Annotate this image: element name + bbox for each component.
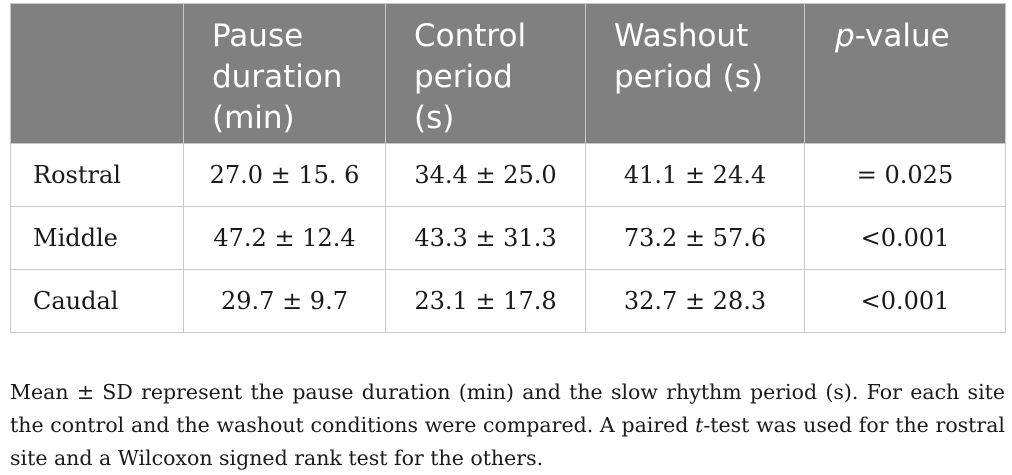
header-site: [10, 3, 184, 144]
table-header: Pause duration (min) Control period (s) …: [10, 3, 1006, 144]
cell-p-value: = 0.025: [804, 143, 1006, 207]
header-pause-line-1: Pause: [212, 18, 304, 54]
header-control-period: Control period (s): [385, 3, 586, 144]
cell-washout: 32.7 ± 28.3: [585, 269, 805, 333]
cell-washout: 41.1 ± 24.4: [585, 143, 805, 207]
header-control-line-1: Control: [414, 18, 527, 54]
cell-control: 43.3 ± 31.3: [385, 206, 586, 270]
header-control-line-2: period: [414, 59, 513, 95]
table-caption: Mean ± SD represent the pause duration (…: [10, 376, 1005, 475]
cell-p-value: <0.001: [804, 206, 1006, 270]
cell-site: Middle: [10, 206, 184, 270]
header-row: Pause duration (min) Control period (s) …: [10, 3, 1006, 144]
cell-control: 34.4 ± 25.0: [385, 143, 586, 207]
caption-part-2: -test was used for the rostral site and …: [10, 412, 1005, 470]
header-p-rest: -value: [854, 18, 950, 54]
caption-part-1: Mean ± SD represent the pause duration (…: [10, 379, 1005, 437]
caption-t-italic: t: [695, 412, 704, 437]
cell-washout: 73.2 ± 57.6: [585, 206, 805, 270]
header-pause-line-2: duration: [212, 59, 343, 95]
header-p-value: p-value: [804, 3, 1006, 144]
table-row-caudal: Caudal 29.7 ± 9.7 23.1 ± 17.8 32.7 ± 28.…: [10, 269, 1006, 333]
results-table: Pause duration (min) Control period (s) …: [10, 3, 1006, 333]
table-row-middle: Middle 47.2 ± 12.4 43.3 ± 31.3 73.2 ± 57…: [10, 206, 1006, 270]
cell-pause: 29.7 ± 9.7: [183, 269, 386, 333]
cell-pause: 27.0 ± 15. 6: [183, 143, 386, 207]
header-pause-duration: Pause duration (min): [183, 3, 386, 144]
table-body: Rostral 27.0 ± 15. 6 34.4 ± 25.0 41.1 ± …: [10, 143, 1006, 333]
header-washout-line-2: period (s): [614, 59, 763, 95]
header-washout-period: Washout period (s): [585, 3, 805, 144]
header-p-italic: p: [835, 18, 855, 54]
header-control-line-3: (s): [414, 100, 455, 136]
cell-p-value: <0.001: [804, 269, 1006, 333]
cell-pause: 47.2 ± 12.4: [183, 206, 386, 270]
cell-control: 23.1 ± 17.8: [385, 269, 586, 333]
header-pause-line-3: (min): [212, 100, 295, 136]
results-table-container: Pause duration (min) Control period (s) …: [10, 3, 1006, 333]
table-row-rostral: Rostral 27.0 ± 15. 6 34.4 ± 25.0 41.1 ± …: [10, 143, 1006, 207]
cell-site: Rostral: [10, 143, 184, 207]
header-washout-line-1: Washout: [614, 18, 749, 54]
cell-site: Caudal: [10, 269, 184, 333]
